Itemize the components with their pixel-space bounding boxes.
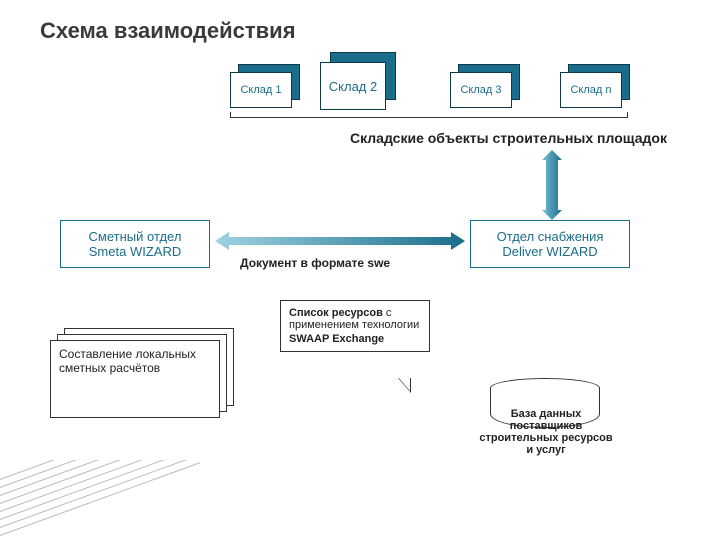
callout-line1: Список ресурсов: [289, 307, 386, 319]
warehouse-n-label: Склад n: [560, 72, 622, 108]
warehouse-subtitle: Складские объекты строительных площадок: [350, 130, 667, 146]
warehouse-1-label: Склад 1: [230, 72, 292, 108]
warehouse-bracket: [230, 112, 628, 118]
callout-tail-fill: [398, 377, 410, 391]
warehouse-2-label: Склад 2: [320, 62, 386, 110]
dept-supply-line2: Deliver WIZARD: [477, 244, 623, 259]
dept-supply-line1: Отдел снабжения: [477, 229, 623, 244]
estimate-documents-label: Составление локальных сметных расчётов: [50, 340, 220, 418]
warehouse-3-label: Склад 3: [450, 72, 512, 108]
page-title: Схема взаимодействия: [40, 18, 296, 44]
dept-estimate-line1: Сметный отдел: [67, 229, 203, 244]
callout-line3: SWAAP Exchange: [289, 333, 421, 345]
document-format-label: Документ в формате swe: [240, 256, 390, 270]
dept-estimate: Сметный отдел Smeta WIZARD: [60, 220, 210, 268]
dept-supply: Отдел снабжения Deliver WIZARD: [470, 220, 630, 268]
arrow-warehouses-to-supply: [542, 150, 562, 220]
decorative-hatch: [0, 460, 200, 540]
arrow-depts-exchange: [215, 230, 465, 252]
resource-list-callout: Список ресурсов с применением технологии…: [280, 300, 430, 352]
supplier-database-label: База данных поставщиков строительных рес…: [476, 408, 616, 456]
dept-estimate-line2: Smeta WIZARD: [67, 244, 203, 259]
